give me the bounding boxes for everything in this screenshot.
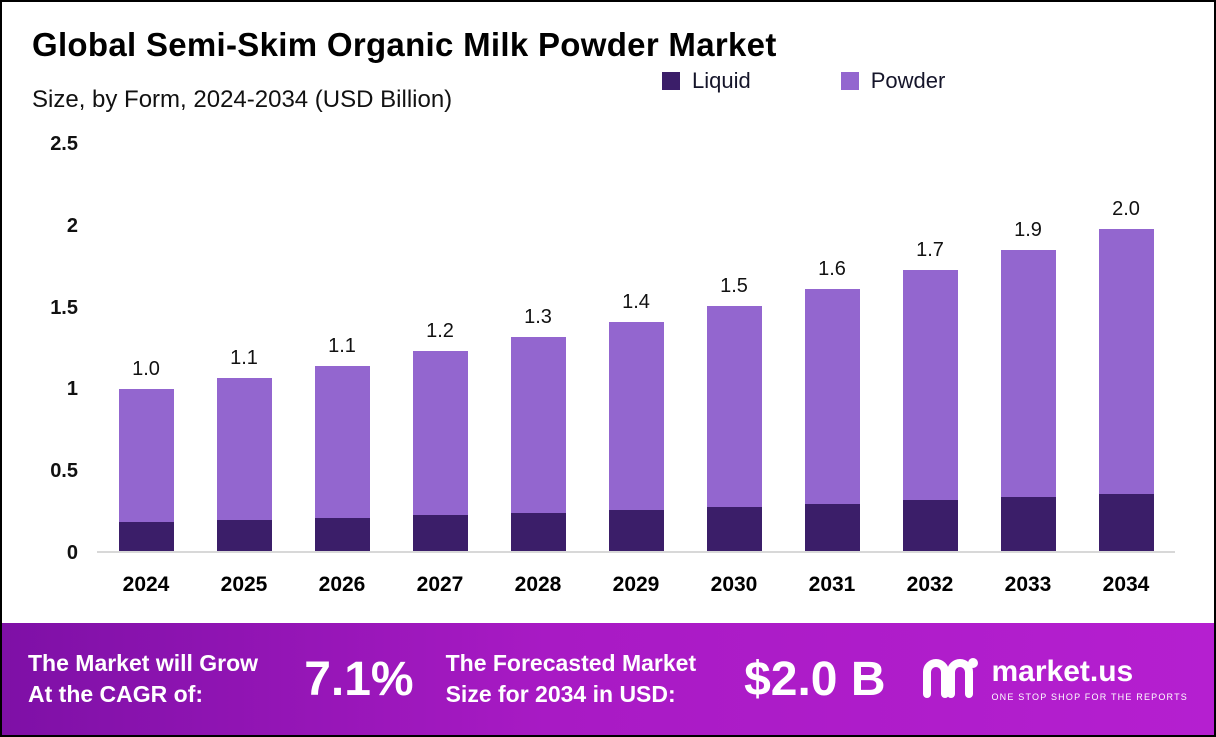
bar-segment-powder [608, 321, 664, 511]
bar-column: 1.2 2027 [412, 144, 468, 596]
legend-label-liquid: Liquid [692, 68, 751, 93]
bar-value-label: 1.5 [720, 274, 748, 297]
bar-column: 1.6 2031 [804, 144, 860, 596]
legend-item-liquid: Liquid [662, 68, 751, 94]
x-axis-label: 2027 [416, 573, 464, 596]
x-axis-label: 2033 [1004, 573, 1052, 596]
bar-segment-liquid [314, 518, 370, 551]
x-axis-label: 2034 [1102, 573, 1150, 596]
bar-column: 1.7 2032 [902, 144, 958, 596]
bar-segment-liquid [902, 500, 958, 551]
y-tick-label: 1.5 [50, 296, 78, 319]
marketus-brand: market.us ONE STOP SHOP FOR THE REPORTS [921, 656, 1188, 703]
bar-value-label: 1.3 [524, 305, 552, 328]
legend-swatch-powder [840, 72, 859, 90]
bar-segment-liquid [608, 510, 664, 551]
bar-column: 1.3 2028 [510, 144, 566, 596]
bar-segment-liquid [510, 513, 566, 551]
bar-segment-liquid [118, 521, 174, 551]
bar-segment-powder [804, 289, 860, 504]
x-axis-label: 2025 [220, 573, 268, 596]
bar-segment-powder [1000, 249, 1056, 498]
bar-segment-powder [118, 389, 174, 522]
x-axis-label: 2024 [122, 573, 170, 596]
bar-segment-powder [1098, 228, 1154, 494]
footer-banner: The Market will Grow At the CAGR of: 7.1… [2, 623, 1214, 735]
brand-name: market.us [991, 654, 1134, 688]
page-title: Global Semi-Skim Organic Milk Powder Mar… [32, 26, 777, 63]
bar-value-label: 1.7 [916, 238, 944, 261]
bar-segment-powder [902, 269, 958, 501]
legend-item-powder: Powder [840, 68, 946, 94]
brand-tagline: ONE STOP SHOP FOR THE REPORTS [991, 691, 1188, 702]
bar-value-label: 1.6 [818, 258, 846, 281]
bars: 1.0 2024 1.1 2025 1.1 2026 1.2 2027 1.3 2028 1.4 20… [97, 144, 1175, 596]
bar-value-label: 1.0 [132, 358, 160, 381]
x-axis-label: 2026 [318, 573, 366, 596]
forecast-value: $2.0 B [744, 652, 886, 706]
bar-column: 2.0 2034 [1098, 144, 1154, 596]
bar-column: 1.5 2030 [706, 144, 762, 596]
bar-value-label: 2.0 [1112, 197, 1140, 220]
cagr-label: The Market will Grow At the CAGR of: [28, 649, 259, 707]
bar-value-label: 1.4 [622, 290, 650, 313]
page-subtitle: Size, by Form, 2024-2034 (USD Billion) [32, 86, 453, 113]
bar-segment-liquid [804, 503, 860, 551]
bar-column: 1.1 2025 [216, 144, 272, 596]
bar-segment-powder [510, 336, 566, 514]
brand-text: market.us ONE STOP SHOP FOR THE REPORTS [991, 654, 1188, 702]
bar-segment-liquid [412, 515, 468, 551]
bar-segment-liquid [216, 519, 272, 551]
bar-segment-powder [216, 377, 272, 520]
bar-value-label: 1.1 [230, 346, 258, 369]
plot-area: 1.0 2024 1.1 2025 1.1 2026 1.2 2027 1.3 2028 1.4 20… [97, 144, 1175, 596]
x-axis-label: 2029 [612, 573, 660, 596]
bar-column: 1.9 2033 [1000, 144, 1056, 596]
bar-value-label: 1.1 [328, 335, 356, 358]
chart-legend: Liquid Powder [662, 68, 945, 94]
y-tick-label: 1 [66, 378, 78, 401]
bar-segment-liquid [706, 506, 762, 551]
x-axis-label: 2032 [906, 573, 954, 596]
bar-value-label: 1.9 [1014, 218, 1042, 241]
legend-label-powder: Powder [870, 68, 946, 93]
cagr-value: 7.1% [304, 652, 414, 706]
y-tick-label: 0.5 [50, 460, 78, 483]
bar-segment-liquid [1098, 493, 1154, 551]
bar-column: 1.4 2029 [608, 144, 664, 596]
x-axis-label: 2030 [710, 573, 758, 596]
x-axis-label: 2031 [808, 573, 856, 596]
bar-column: 1.1 2026 [314, 144, 370, 596]
forecast-label: The Forecasted Market Size for 2034 in U… [445, 649, 697, 707]
bar-column: 1.0 2024 [118, 144, 174, 596]
y-tick-label: 2 [66, 214, 78, 237]
marketus-logo-icon [921, 656, 979, 703]
y-axis: 2.5 2 1.5 1 0.5 0 [20, 133, 78, 564]
bar-segment-powder [314, 366, 370, 519]
y-tick-label: 2.5 [50, 133, 78, 155]
bar-segment-powder [412, 351, 468, 516]
x-axis-label: 2028 [514, 573, 562, 596]
bar-segment-powder [706, 305, 762, 507]
legend-swatch-liquid [662, 72, 680, 90]
bar-segment-liquid [1000, 497, 1056, 551]
bar-value-label: 1.2 [426, 320, 454, 343]
y-tick-label: 0 [66, 541, 78, 564]
